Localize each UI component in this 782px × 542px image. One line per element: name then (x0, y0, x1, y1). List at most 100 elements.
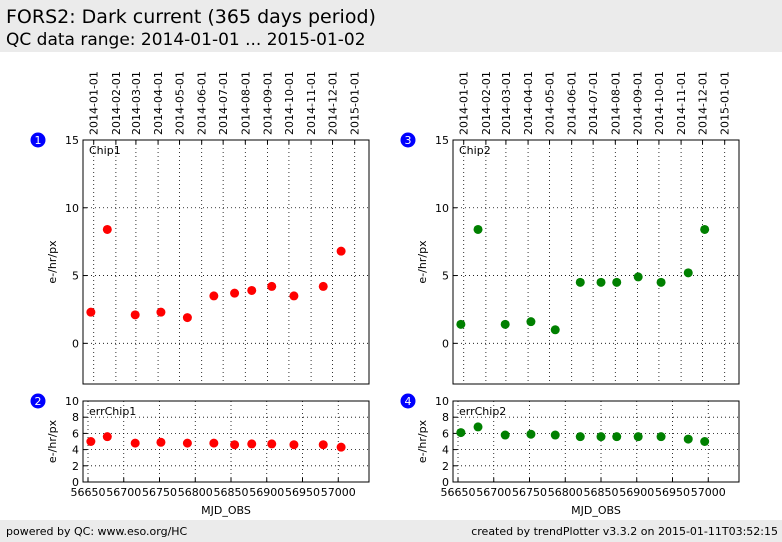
panel-2-data-point (336, 442, 346, 452)
powered-by-text: powered by QC: www.eso.org/HC (6, 525, 188, 538)
panel-1-data-point (209, 291, 219, 301)
panel-4-ytick-label: 0 (442, 476, 449, 489)
report-header: FORS2: Dark current (365 days period) QC… (0, 0, 782, 52)
panel-2-data-point (230, 440, 240, 450)
panel-4-xtick-label: 56850 (584, 486, 619, 499)
panel-4-xtick-label: 56800 (548, 486, 583, 499)
panel-1-data-point (267, 281, 277, 291)
panel-2-data-point (267, 439, 277, 449)
panel-1-date-tick-label: 2014-01-01 (88, 71, 101, 135)
panel-1-data-point (289, 291, 299, 301)
panel-3-date-tick-label: 2014-06-01 (566, 71, 579, 135)
panel-3-ytick-label: 0 (442, 337, 449, 350)
panel-1-date-tick-label: 2014-05-01 (174, 71, 187, 135)
panel-1-date-tick-label: 2014-02-01 (110, 71, 123, 135)
panel-4-data-point (575, 432, 585, 442)
panel-2-data-point (130, 438, 140, 448)
panel-2-data-point (182, 438, 192, 448)
panel-3-data-point (596, 277, 606, 287)
panel-3-date-tick-label: 2014-01-01 (458, 71, 471, 135)
panel-2-series-label: errChip1 (89, 405, 136, 418)
panel-4-xtick-label: 56750 (512, 486, 547, 499)
panel-4-data-point (656, 432, 666, 442)
panel-1-data-point (130, 310, 140, 320)
panel-2-xlabel: MJD_OBS (201, 504, 251, 517)
panel-3-data-point (700, 224, 710, 234)
panel-1-frame (82, 139, 370, 385)
panel-2-data-point (102, 432, 112, 442)
panel-4-data-point (612, 432, 622, 442)
panel-2-data-point (318, 440, 328, 450)
panel-2-data-point (247, 439, 257, 449)
panel-2-number-text: 2 (35, 395, 42, 408)
panel-3-data-point (473, 224, 483, 234)
panel-1-date-tick-label: 2014-11-01 (305, 71, 318, 135)
panel-1-date-tick-label: 2014-09-01 (261, 71, 274, 135)
panel-2-number-badge (30, 393, 46, 409)
panel-2-xtick-label: 56700 (106, 486, 141, 499)
panel-1-date-tick-label: 2014-06-01 (196, 71, 209, 135)
panel-4-data-point (500, 430, 510, 440)
panel-3-data-point (550, 325, 560, 335)
panel-1-date-tick-label: 2014-12-01 (327, 71, 340, 135)
panel-1-data-point (102, 224, 112, 234)
panel-1-date-tick-label: 2015-01-01 (349, 71, 362, 135)
panel-4-data-point (456, 428, 466, 438)
panel-1-date-tick-label: 2014-04-01 (152, 71, 165, 135)
panel-3-frame (452, 139, 740, 385)
panel-4-xlabel: MJD_OBS (571, 504, 621, 517)
panel-2-xtick-label: 56800 (178, 486, 213, 499)
created-by-text: created by trendPlotter v3.3.2 on 2015-0… (471, 525, 778, 538)
panel-3-data-point (683, 268, 693, 278)
panel-4-data-point (550, 430, 560, 440)
panel-3-date-tick-label: 2014-12-01 (697, 71, 710, 135)
panel-4-data-point (473, 422, 483, 432)
panel-1-data-point (156, 307, 166, 317)
panel-4-ytick-label: 4 (442, 444, 449, 457)
panel-4-xtick-label: 56900 (619, 486, 654, 499)
panel-1-date-tick-label: 2014-07-01 (217, 71, 230, 135)
panel-1-number-text: 1 (35, 134, 42, 147)
panel-1-ytick-label: 15 (65, 134, 79, 147)
panel-2-data-point (86, 437, 96, 446)
panel-1-data-point (86, 307, 96, 317)
panel-3-date-tick-label: 2014-03-01 (500, 71, 513, 135)
panel-4-xtick-label: 56700 (476, 486, 511, 499)
panel-1-data-point (247, 285, 257, 295)
page-title: FORS2: Dark current (365 days period) (6, 6, 376, 28)
panel-2-ytick-label: 6 (72, 427, 79, 440)
panel-3-data-point (526, 317, 536, 327)
panel-2-data-point (289, 440, 299, 450)
panel-1-data-point (336, 246, 346, 256)
panel-4-data-point (596, 432, 606, 442)
panel-2-data-point (209, 438, 219, 448)
panel-4-ytick-label: 6 (442, 427, 449, 440)
panel-3-data-point (612, 277, 622, 287)
panel-1-number-badge (30, 132, 46, 148)
panel-3-number-text: 3 (405, 134, 412, 147)
panel-4-ylabel: e-/hr/px (416, 419, 429, 463)
panel-1-data-point (182, 313, 192, 323)
panel-2-ylabel: e-/hr/px (46, 419, 59, 463)
panel-2-xtick-label: 56900 (249, 486, 284, 499)
panel-4-data-point (683, 434, 693, 444)
panel-1-date-tick-label: 2014-03-01 (130, 71, 143, 135)
panel-3-ytick-label: 5 (442, 270, 449, 283)
panel-4-ytick-label: 2 (442, 460, 449, 473)
panel-3-number-badge (400, 132, 416, 148)
panel-2-ytick-label: 4 (72, 444, 79, 457)
panel-4-data-point (633, 432, 643, 442)
panel-4-ytick-label: 10 (435, 395, 449, 408)
panel-3-ylabel: e-/hr/px (416, 240, 429, 284)
panel-1-ytick-label: 5 (72, 270, 79, 283)
panel-4-data-point (700, 437, 710, 446)
panel-4-number-badge (400, 393, 416, 409)
panel-3-data-point (456, 319, 466, 329)
panel-1-ylabel: e-/hr/px (46, 240, 59, 284)
panel-3-ytick-label: 15 (435, 134, 449, 147)
panel-2-xtick-label: 56950 (285, 486, 320, 499)
panel-3-series-label: Chip2 (459, 144, 491, 157)
panel-2-ytick-label: 8 (72, 411, 79, 424)
data-range-subtitle: QC data range: 2014-01-01 ... 2015-01-02 (6, 30, 366, 50)
panel-1-date-tick-label: 2014-08-01 (239, 71, 252, 135)
